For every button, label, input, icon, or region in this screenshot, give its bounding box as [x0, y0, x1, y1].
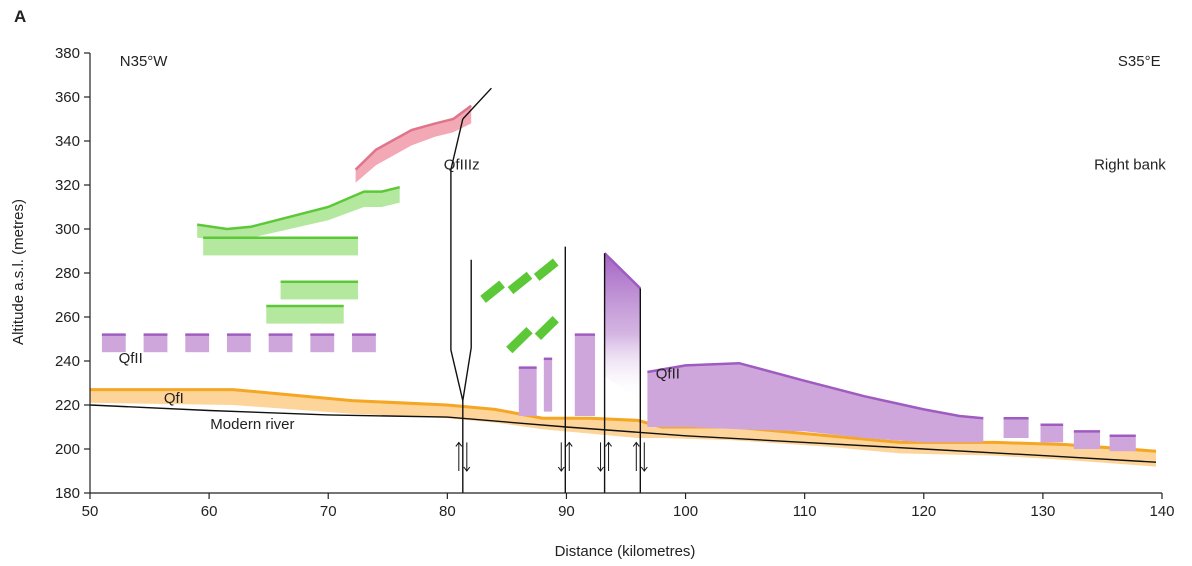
fault-arrowhead-down-4 [557, 466, 565, 472]
qfii-dash-right-4 [1109, 435, 1136, 452]
x-tick-label-130: 130 [1030, 503, 1055, 520]
qfii-bar-3 [574, 334, 596, 416]
qfii-dash-left-7 [352, 334, 376, 353]
annotation-4: Right bank [1094, 157, 1166, 174]
x-tick-label-140: 140 [1149, 503, 1174, 520]
x-tick-label-70: 70 [320, 503, 337, 520]
plot-area: N35°W S35°E QfIIIz Right bank QfII QfII QfI Mod… [89, 53, 1166, 493]
y-tick-label-260: 260 [55, 309, 80, 326]
qfii-dash-left-6 [310, 334, 335, 353]
y-tick-label-300: 300 [55, 221, 80, 238]
qfiii-bar-3 [266, 306, 344, 324]
fault-arrowhead-down-5 [597, 466, 604, 472]
qfii-dash-left-1 [101, 334, 126, 353]
annotation-1: N35°W [120, 53, 169, 70]
y-tick-label-220: 220 [55, 397, 80, 414]
annotation-6: QfII [656, 366, 680, 383]
x-tick-label-120: 120 [911, 503, 936, 520]
annotation-8: Modern river [210, 416, 294, 433]
qfiii-dash-3 [533, 258, 559, 281]
y-tick-label-320: 320 [55, 177, 80, 194]
fault-arrowhead-up-4 [565, 441, 573, 447]
qfiii-dash-4 [506, 326, 533, 354]
y-tick-label-340: 340 [55, 133, 80, 150]
x-tick-label-110: 110 [793, 503, 817, 520]
qfiii-top-line [197, 185, 400, 231]
qfii-top-line [647, 361, 984, 420]
qfiii-dash-2 [507, 271, 533, 295]
panel-label: A [14, 7, 26, 26]
qfii-bar-1 [518, 367, 537, 416]
qfii-dash-left-2 [143, 334, 168, 353]
y-tick-label-360: 360 [55, 89, 80, 106]
x-axis-title: Distance (kilometres) [555, 543, 696, 560]
x-tick-label-90: 90 [558, 503, 575, 520]
fault-arrowhead-down-1 [463, 466, 471, 472]
qfiii-dash-1 [480, 280, 505, 303]
x-tick-label-80: 80 [439, 503, 456, 520]
annotation-5: QfII [119, 350, 143, 367]
qfii-bar-2 [543, 358, 553, 412]
y-tick-label-240: 240 [55, 353, 80, 370]
x-tick-label-50: 50 [82, 503, 99, 520]
modern-river-line [89, 404, 1157, 463]
fault-line-1 [462, 259, 472, 493]
fault-arrowhead-down-6 [640, 466, 648, 472]
y-tick-label-200: 200 [55, 441, 80, 458]
qfiii-band [197, 187, 400, 240]
y-tick-label-380: 380 [55, 45, 80, 62]
annotation-2: S35°E [1118, 53, 1161, 70]
y-tick-label-180: 180 [55, 485, 80, 502]
qfiii-bar-2 [280, 281, 358, 300]
y-tick-label-280: 280 [55, 265, 80, 282]
qfii-area [647, 363, 984, 443]
qfii-dash-left-4 [226, 334, 251, 353]
fault-arrowhead-up-6 [632, 441, 640, 447]
fault-line-2 [450, 118, 464, 401]
annotation-3: QfIIIz [444, 157, 480, 174]
qfiiiz-top-line [354, 104, 472, 171]
qfii-block [604, 253, 641, 401]
qfii-dash-left-5 [268, 334, 293, 353]
qfii-block-top [603, 252, 642, 290]
fault-line-3 [462, 87, 492, 120]
qfiii-bar-1 [203, 237, 358, 256]
annotation-7: QfI [164, 390, 184, 407]
x-tick-label-100: 100 [673, 503, 698, 520]
axes: 50 60 70 80 90 100 110 120 130 140 180 200 220 240 260… [55, 45, 1175, 520]
qfii-dash-right-3 [1073, 431, 1101, 449]
qfii-dash-right-2 [1040, 424, 1064, 443]
x-tick-label-60: 60 [201, 503, 218, 520]
qfiiiz-band [355, 105, 472, 183]
qfiii-dash-5 [534, 315, 559, 341]
qfii-dash-left-3 [185, 334, 210, 353]
qfii-dash-right-1 [1003, 418, 1029, 438]
fault-arrowhead-up-5 [605, 441, 612, 447]
y-axis-title: Altitude a.s.l. (metres) [10, 199, 27, 345]
fault-arrowhead-up-1 [455, 441, 463, 447]
